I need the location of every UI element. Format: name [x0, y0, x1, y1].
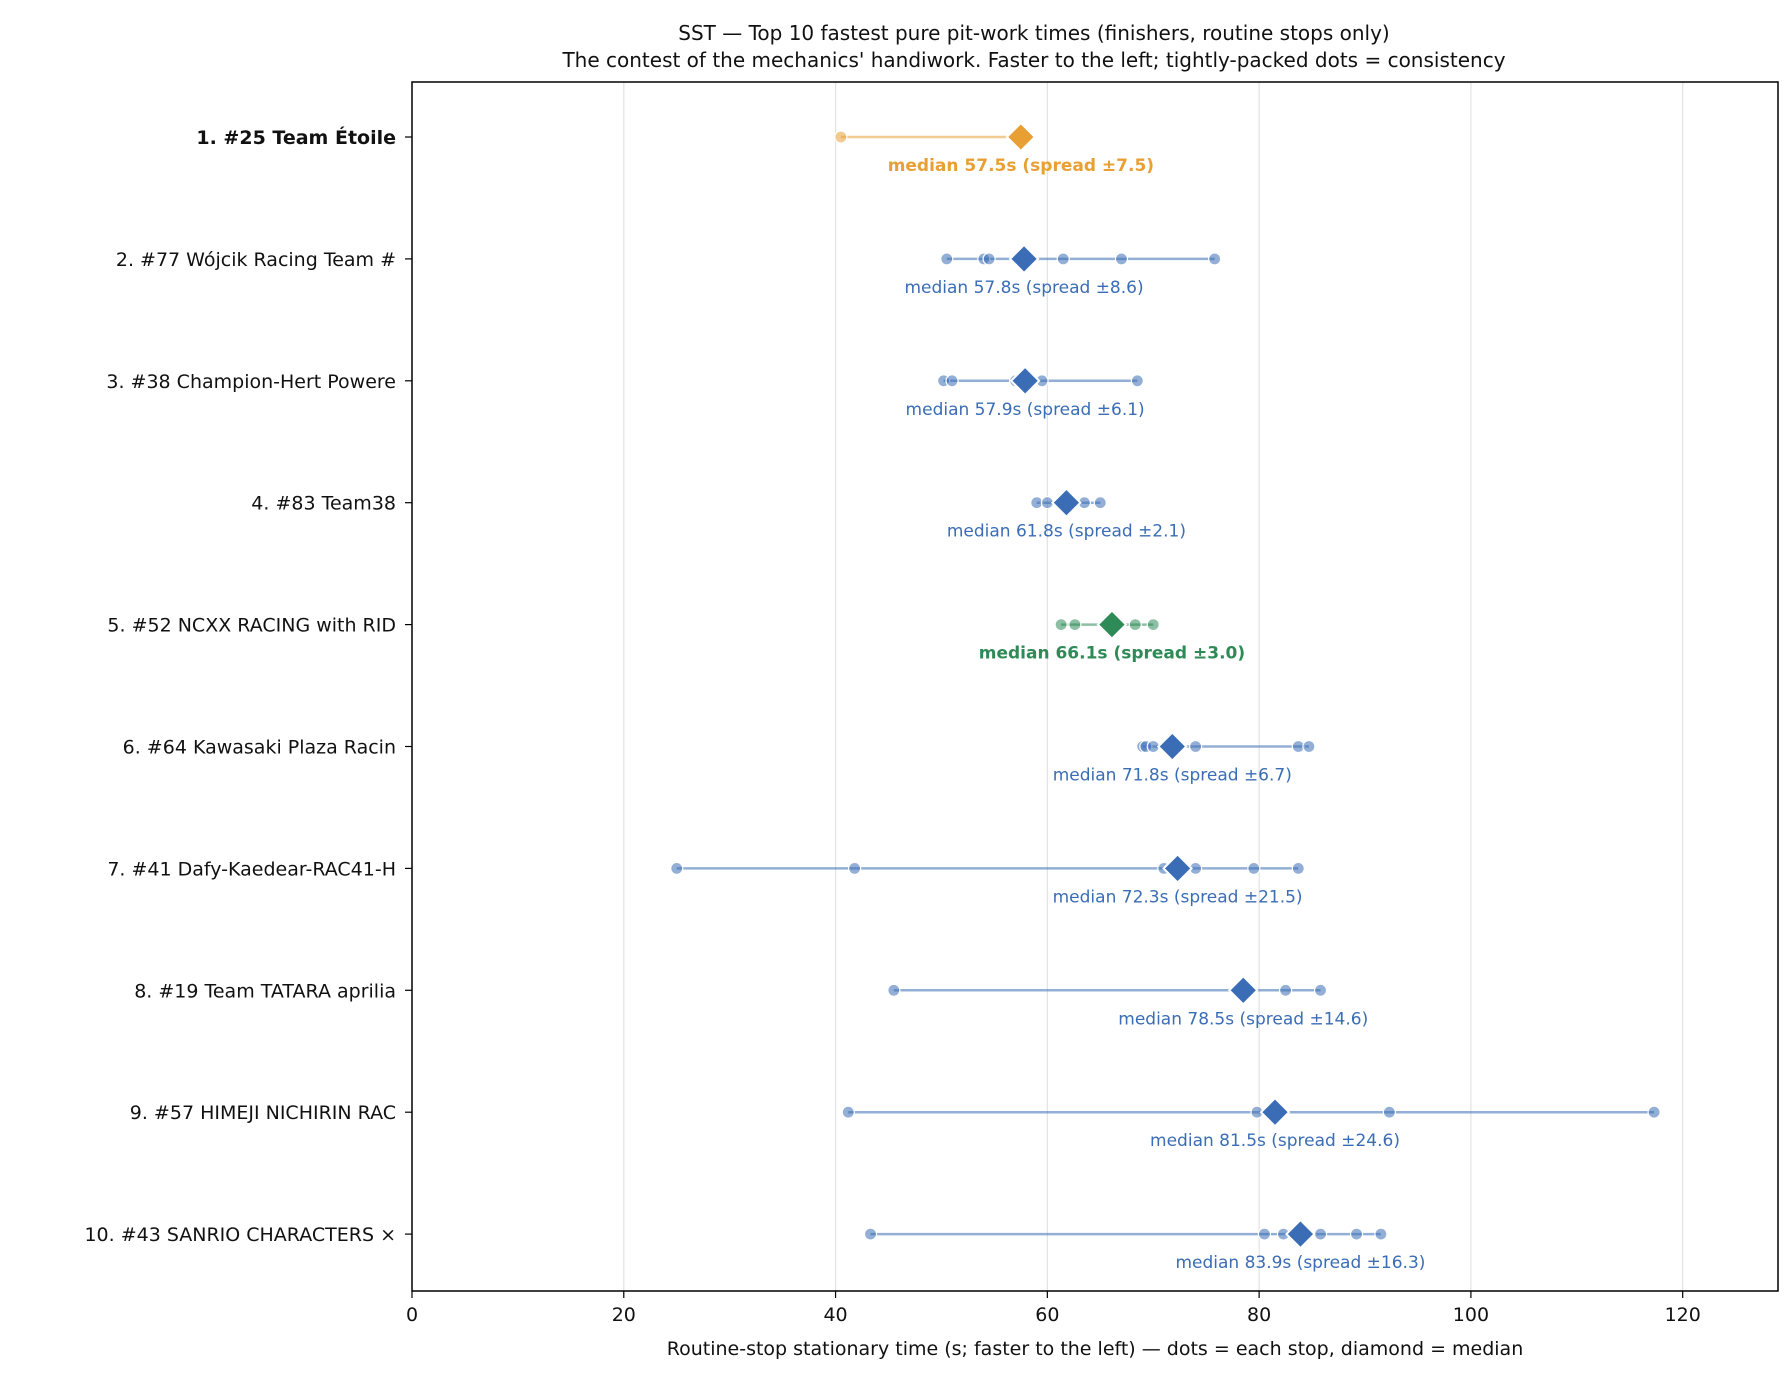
stop-point [1257, 1227, 1272, 1241]
grid-layer [623, 82, 1684, 1291]
team-row: median 78.5s (spread ±14.6) [887, 974, 1368, 1029]
stop-point [848, 861, 862, 876]
median-label: median 57.8s (spread ±8.6) [904, 278, 1143, 298]
team-label: 2. #77 Wójcik Racing Team # [116, 249, 396, 271]
stop-point [1188, 739, 1203, 754]
stop-point [1349, 1227, 1364, 1241]
team-row: median 57.5s (spread ±7.5) [834, 121, 1154, 176]
axis-layer: 0 20 40 60 80 100 120 1. #25 Team Étoile 2. #77 … [84, 126, 1700, 1326]
team-label: 3. #38 Champion-Hert Powere [106, 371, 396, 393]
stop-point [1313, 983, 1328, 997]
chart-subtitle: The contest of the mechanics' handiwork.… [561, 48, 1505, 72]
stop-point [1279, 983, 1293, 997]
median-diamond [1009, 365, 1041, 397]
median-label: median 78.5s (spread ±14.6) [1118, 1009, 1368, 1029]
stop-point [1054, 617, 1068, 632]
team-label: 4. #83 Team38 [251, 493, 396, 515]
median-diamond [1285, 1218, 1316, 1250]
series-layer: median 57.5s (spread ±7.5) median 57.8s (… [670, 121, 1661, 1273]
stop-point [1647, 1105, 1661, 1119]
stop-point [670, 861, 684, 876]
stop-point [1382, 1105, 1396, 1119]
chart-title: SST — Top 10 fastest pure pit-work times… [678, 21, 1389, 45]
stop-point [863, 1227, 878, 1241]
median-label: median 71.8s (spread ±6.7) [1053, 766, 1292, 786]
stop-point [1302, 739, 1316, 754]
team-row: median 61.8s (spread ±2.1) [947, 487, 1186, 542]
team-row: median 83.9s (spread ±16.3) [863, 1218, 1425, 1273]
x-tick-label: 120 [1665, 1304, 1701, 1326]
team-label: 5. #52 NCXX RACING with RID [107, 615, 396, 637]
median-diamond [1156, 731, 1188, 762]
stop-point [1146, 617, 1160, 632]
stop-point [1114, 252, 1129, 266]
stop-point [1247, 861, 1261, 876]
stop-point [982, 252, 996, 266]
team-row: median 81.5s (spread ±24.6) [841, 1096, 1661, 1151]
team-label: 6. #64 Kawasaki Plaza Racin [123, 737, 396, 759]
stop-point [1374, 1227, 1388, 1241]
median-label: median 81.5s (spread ±24.6) [1150, 1131, 1400, 1151]
x-tick-label: 100 [1453, 1304, 1489, 1326]
median-diamond [1227, 974, 1259, 1006]
stop-point [945, 374, 959, 388]
x-tick-label: 80 [1247, 1304, 1271, 1326]
stop-point [834, 130, 848, 144]
stop-point [1313, 1227, 1328, 1241]
median-diamond [1096, 609, 1128, 641]
median-label: median 83.9s (spread ±16.3) [1175, 1253, 1425, 1273]
plot-frame [411, 81, 1779, 1292]
team-label: 9. #57 HIMEJI NICHIRIN RAC [130, 1102, 396, 1124]
stop-point [1291, 861, 1305, 876]
team-label: 1. #25 Team Étoile [196, 126, 396, 149]
team-row: median 66.1s (spread ±3.0) [979, 609, 1245, 664]
team-row: median 57.8s (spread ±8.6) [904, 243, 1222, 298]
stop-point [1093, 496, 1107, 510]
team-label: 8. #19 Team TATARA aprilia [134, 980, 396, 1002]
stop-point [841, 1105, 855, 1119]
team-row: median 71.8s (spread ±6.7) [1053, 731, 1316, 786]
x-tick-label: 60 [1035, 1304, 1059, 1326]
team-label: 10. #43 SANRIO CHARACTERS × [84, 1224, 396, 1246]
median-diamond [1008, 243, 1040, 275]
stop-point [1208, 252, 1222, 266]
team-label: 7. #41 Dafy-Kaedear-RAC41-H [107, 858, 396, 880]
stop-point [1056, 252, 1070, 266]
team-row: median 72.3s (spread ±21.5) [670, 852, 1305, 907]
stop-point [940, 252, 954, 266]
median-label: median 72.3s (spread ±21.5) [1053, 887, 1303, 907]
median-diamond [1005, 121, 1037, 153]
median-diamond [1259, 1096, 1291, 1128]
stop-point [1130, 374, 1144, 388]
stop-point [1068, 617, 1082, 632]
median-diamond [1162, 852, 1194, 884]
x-tick-label: 40 [823, 1304, 847, 1326]
median-label: median 61.8s (spread ±2.1) [947, 522, 1186, 542]
median-diamond [1050, 487, 1082, 519]
x-tick-label: 0 [406, 1304, 418, 1326]
x-axis-label: Routine-stop stationary time (s; faster … [667, 1338, 1524, 1360]
median-label: median 57.9s (spread ±6.1) [906, 400, 1145, 420]
stop-point [887, 983, 901, 997]
median-label: median 57.5s (spread ±7.5) [888, 156, 1154, 176]
x-tick-label: 20 [612, 1304, 636, 1326]
median-label: median 66.1s (spread ±3.0) [979, 644, 1245, 664]
stop-point [1128, 617, 1142, 632]
team-row: median 57.9s (spread ±6.1) [906, 365, 1145, 420]
